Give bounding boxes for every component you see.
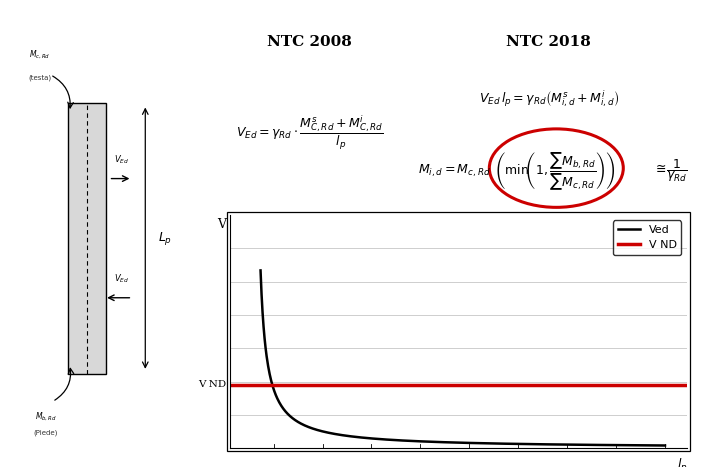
Text: (testa): (testa) [28,75,51,81]
Text: $l_p$: $l_p$ [677,458,687,467]
Legend: Ved, V ND: Ved, V ND [613,220,681,255]
Text: $\left(\mathrm{min}\!\left(1,\dfrac{\sum M_{b,Rd}}{\sum M_{c,Rd}}\right)\right)$: $\left(\mathrm{min}\!\left(1,\dfrac{\sum… [495,150,615,192]
Text: $\cong\!\dfrac{1}{\gamma_{Rd}}$: $\cong\!\dfrac{1}{\gamma_{Rd}}$ [653,157,688,184]
Text: V ND: V ND [198,381,226,389]
Text: NTC 2018: NTC 2018 [506,35,591,49]
Text: $M_{i,d} = M_{c,Rd}$: $M_{i,d} = M_{c,Rd}$ [418,163,491,179]
Text: $M_{b,Rd}$: $M_{b,Rd}$ [35,411,57,423]
Text: $L_p$: $L_p$ [158,230,172,247]
Text: V: V [217,218,226,231]
Bar [67,103,106,374]
Text: (Piede): (Piede) [34,430,58,436]
Text: $M_{c,Rd}$: $M_{c,Rd}$ [29,49,50,61]
Text: $V_{Ed}$: $V_{Ed}$ [114,272,129,285]
Text: NTC 2008: NTC 2008 [268,35,352,49]
Text: $V_{Ed}\,l_p = \gamma_{Rd}\left(M^s_{i,d} + M^i_{i,d}\right)$: $V_{Ed}\,l_p = \gamma_{Rd}\left(M^s_{i,d… [479,88,619,108]
Text: $V_{Ed}$: $V_{Ed}$ [114,153,129,166]
Text: $V_{Ed} = \gamma_{Rd} \cdot \dfrac{M^s_{C,Rd} + M^i_{C,Rd}}{l_p}$: $V_{Ed} = \gamma_{Rd} \cdot \dfrac{M^s_{… [236,114,384,152]
